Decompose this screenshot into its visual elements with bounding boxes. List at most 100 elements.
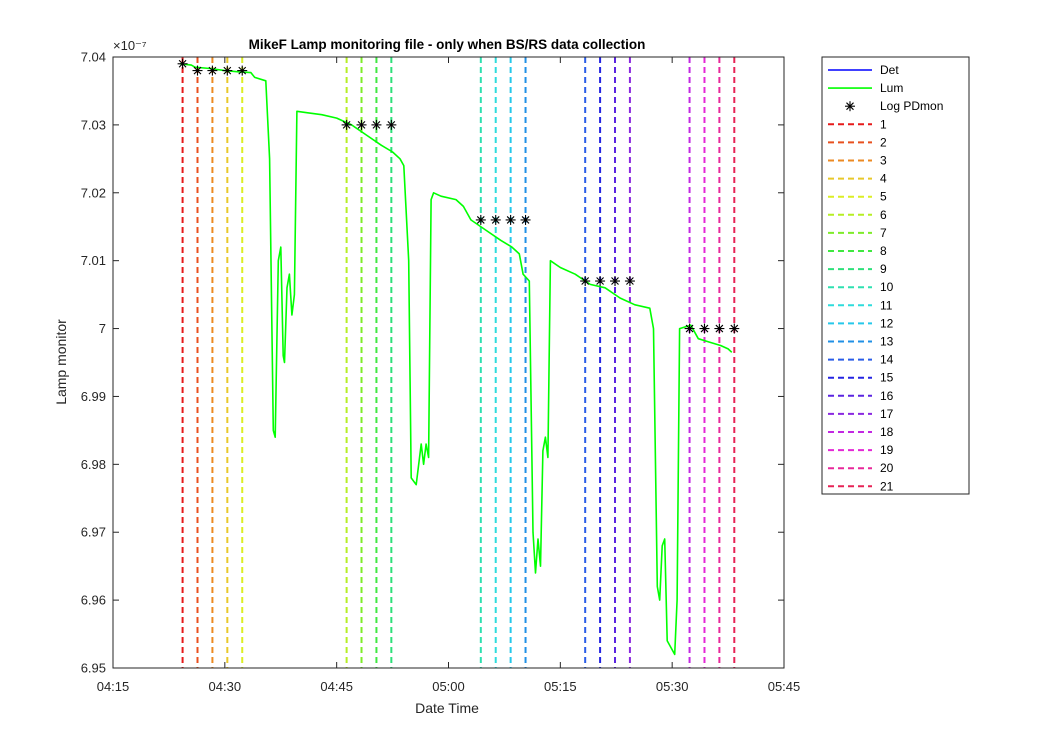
log-pdmon-point-stroke xyxy=(581,277,590,285)
x-axis-title: Date Time xyxy=(415,700,479,716)
log-pdmon-point xyxy=(207,65,218,76)
legend-label-13: 13 xyxy=(880,335,894,349)
log-pdmon-point xyxy=(341,119,352,130)
log-pdmon-point-stroke xyxy=(372,120,381,129)
log-pdmon-point xyxy=(610,276,621,287)
log-pdmon-point-stroke xyxy=(476,216,485,224)
y-tick-label: 7.04 xyxy=(81,50,106,65)
legend-label-2: 2 xyxy=(880,135,887,149)
log-pdmon-point xyxy=(371,119,382,130)
log-pdmon-point xyxy=(475,214,486,225)
legend-label-7: 7 xyxy=(880,226,887,240)
x-axis: 04:15 04:30 04:45 05:00 05:15 05:30 05:45 xyxy=(97,57,801,694)
y-tick-label: 6.95 xyxy=(81,661,106,676)
log-pdmon-point xyxy=(237,65,248,76)
series-line-lum xyxy=(180,63,733,656)
log-pdmon-point xyxy=(222,65,233,76)
legend-swatch-log-pdmon xyxy=(845,101,855,112)
log-pdmon-markers xyxy=(177,58,740,334)
legend-label-14: 14 xyxy=(880,353,894,367)
y-tick-label: 7.02 xyxy=(81,185,106,200)
y-axis-title: Lamp monitor xyxy=(53,319,69,405)
log-pdmon-point-stroke xyxy=(387,120,396,129)
log-pdmon-point xyxy=(520,214,531,225)
log-pdmon-point-stroke xyxy=(178,59,187,68)
y-tick-label: 6.99 xyxy=(81,389,106,404)
legend-label-1: 1 xyxy=(880,117,887,131)
legend-label-10: 10 xyxy=(880,280,894,294)
x-tick-label: 05:15 xyxy=(544,679,577,694)
x-tick-label: 04:15 xyxy=(97,679,130,694)
legend-label-20: 20 xyxy=(880,461,894,475)
legend-label-9: 9 xyxy=(880,262,887,276)
legend-swatch-log-pdmon-stroke xyxy=(846,102,854,111)
log-pdmon-point xyxy=(386,119,397,130)
legend-label-19: 19 xyxy=(880,443,894,457)
x-tick-label: 04:45 xyxy=(320,679,353,694)
log-pdmon-point xyxy=(505,214,516,225)
series-layer xyxy=(180,63,733,656)
log-pdmon-point-stroke xyxy=(357,120,366,129)
log-pdmon-point xyxy=(684,323,695,334)
log-pdmon-point xyxy=(490,214,501,225)
legend-label-6: 6 xyxy=(880,208,887,222)
legend-box xyxy=(821,56,970,495)
legend-label-11: 11 xyxy=(880,298,893,312)
log-pdmon-point xyxy=(192,65,203,76)
log-pdmon-point-stroke xyxy=(626,277,634,285)
legend-label-21: 21 xyxy=(880,479,894,493)
log-pdmon-point-stroke xyxy=(342,120,351,129)
y-axis: 6.95 6.96 6.97 6.98 6.99 7 7.01 7.02 7.03 7.04 xyxy=(81,50,784,676)
log-pdmon-point xyxy=(177,58,188,69)
log-pdmon-point xyxy=(580,276,591,287)
plot-area: 6.95 6.96 6.97 6.98 6.99 7 7.01 7.02 7.03 7.04 04… xyxy=(81,50,801,695)
log-pdmon-point-stroke xyxy=(223,66,232,75)
legend-label-3: 3 xyxy=(880,154,887,168)
log-pdmon-point-stroke xyxy=(193,66,202,75)
y-exponent-label: ×10⁻⁷ xyxy=(113,38,147,53)
legend-label-17: 17 xyxy=(880,407,894,421)
log-pdmon-point-stroke xyxy=(521,216,530,224)
legend-label-log-pdmon: Log PDmon xyxy=(880,99,943,113)
legend-label-15: 15 xyxy=(880,371,894,385)
log-pdmon-point xyxy=(714,323,725,334)
marker-lines xyxy=(181,57,736,668)
log-pdmon-point xyxy=(699,323,710,334)
legend-label-18: 18 xyxy=(880,425,894,439)
log-pdmon-point-stroke xyxy=(491,216,500,224)
y-tick-label: 7.03 xyxy=(81,117,106,132)
log-pdmon-point xyxy=(595,276,606,287)
x-tick-label: 05:00 xyxy=(432,679,465,694)
log-pdmon-point-stroke xyxy=(715,324,724,333)
log-pdmon-point xyxy=(729,323,740,334)
legend-label-8: 8 xyxy=(880,244,887,258)
y-tick-label: 6.98 xyxy=(81,457,106,472)
y-tick-label: 7 xyxy=(99,321,106,336)
x-tick-label: 05:30 xyxy=(656,679,689,694)
y-tick-label: 7.01 xyxy=(81,253,106,268)
log-pdmon-point-stroke xyxy=(611,277,619,285)
y-tick-label: 6.97 xyxy=(81,525,106,540)
legend-label-4: 4 xyxy=(880,172,887,186)
log-pdmon-point-stroke xyxy=(596,277,604,285)
legend-label-lum: Lum xyxy=(880,81,903,95)
chart-title: MikeF Lamp monitoring file - only when B… xyxy=(249,37,646,52)
log-pdmon-point-stroke xyxy=(208,66,217,75)
x-tick-label: 05:45 xyxy=(768,679,801,694)
legend-label-5: 5 xyxy=(880,190,887,204)
log-pdmon-point-stroke xyxy=(506,216,515,224)
y-tick-label: 6.96 xyxy=(81,593,106,608)
log-pdmon-point-stroke xyxy=(730,324,739,333)
log-pdmon-point-stroke xyxy=(685,324,694,333)
legend-label-12: 12 xyxy=(880,316,894,330)
log-pdmon-point-stroke xyxy=(238,66,247,75)
legend-label-det: Det xyxy=(880,63,899,77)
x-tick-label: 04:30 xyxy=(209,679,242,694)
log-pdmon-point xyxy=(356,119,367,130)
legend-label-16: 16 xyxy=(880,389,894,403)
log-pdmon-point-stroke xyxy=(700,324,709,333)
log-pdmon-point xyxy=(624,276,635,287)
